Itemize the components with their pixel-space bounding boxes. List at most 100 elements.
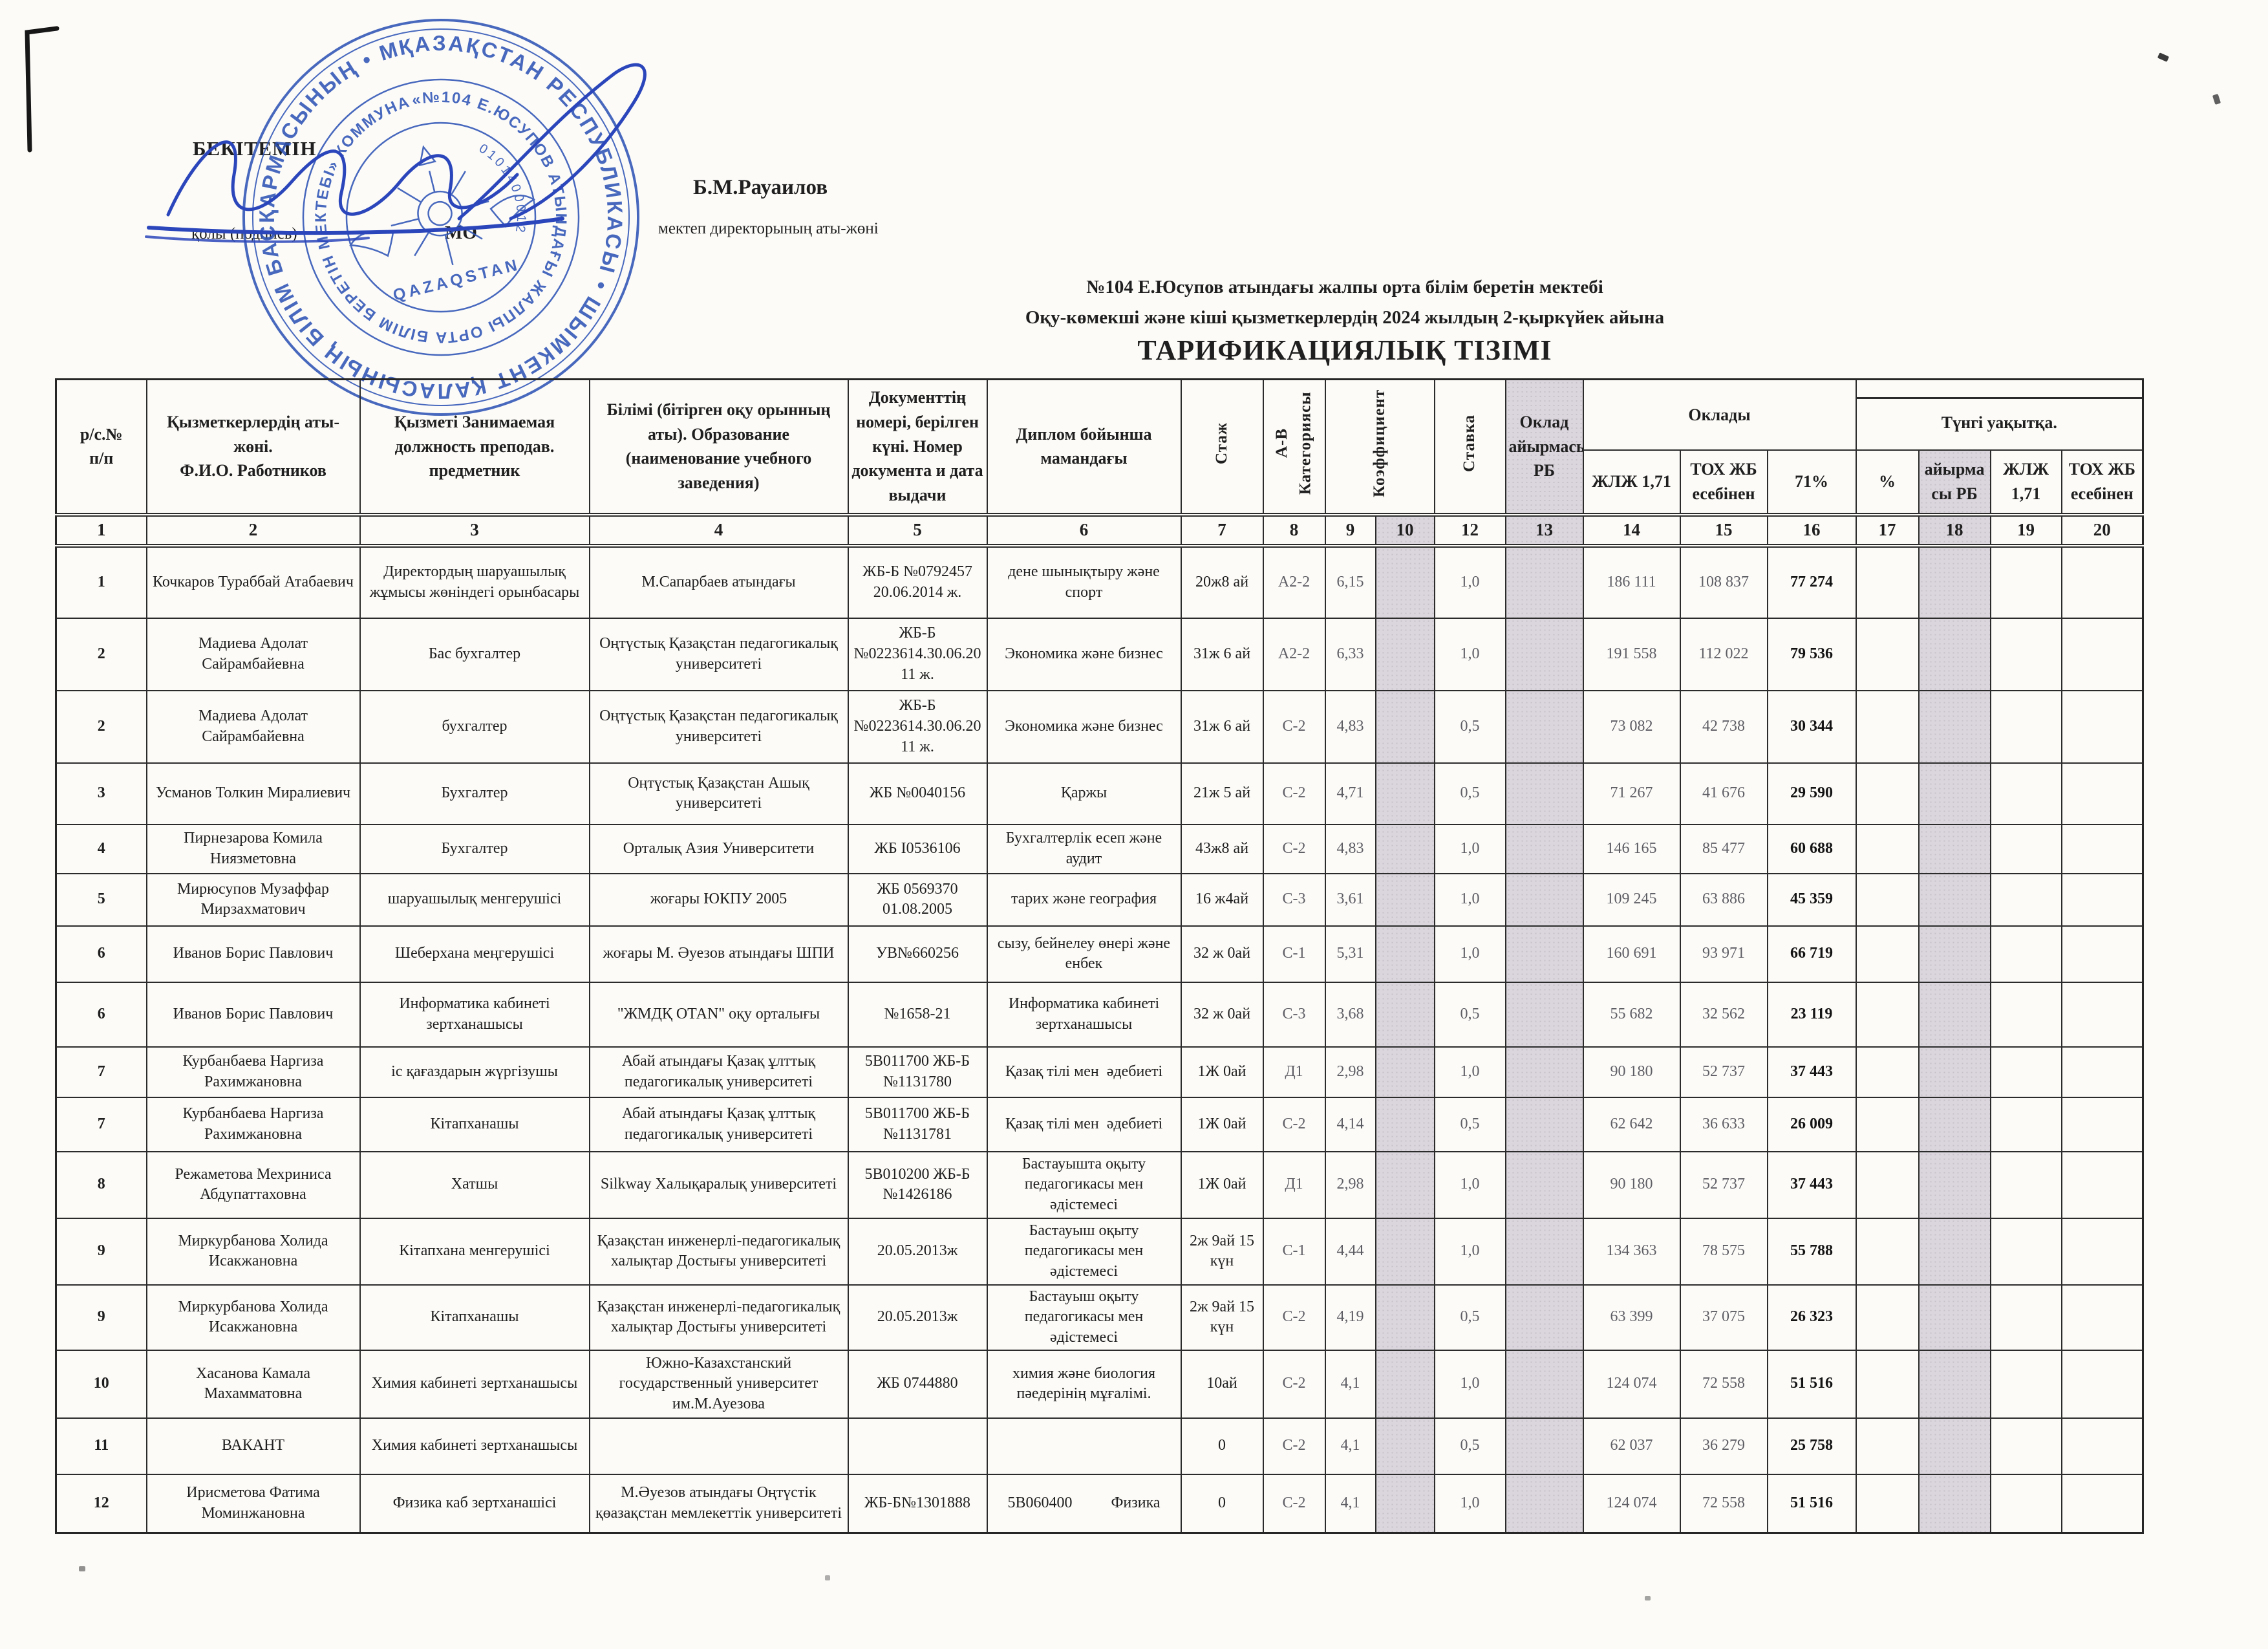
table-cell-position: Кітапханашы <box>359 1096 590 1152</box>
table-row: 11 ВАКАНТ Химия кабинеті зертханашысы 0 С-2 4… <box>55 1417 2144 1475</box>
table-cell-diploma: тарих және география <box>986 872 1182 927</box>
table-cell-n17 <box>1855 1046 1920 1098</box>
table-cell-n19 <box>1989 617 2062 691</box>
table-cell-s16: 66 719 <box>1766 925 1857 983</box>
table-cell-c10 <box>1375 544 1435 619</box>
column-number: 7 <box>1180 512 1264 548</box>
table-cell-n17 <box>1855 617 1920 691</box>
table-cell-education: Қазақстан инженерлі-педагогикалық халықт… <box>588 1284 849 1351</box>
header-experience: Стаж <box>1180 378 1264 515</box>
table-cell-coefficient: 4,83 <box>1324 823 1376 874</box>
table-cell-n20 <box>2060 981 2144 1048</box>
table-cell-n17 <box>1855 1217 1920 1286</box>
table-cell-c13 <box>1504 762 1584 825</box>
table-cell-name: Мадиева Адолат Сайрамбайевна <box>145 617 361 691</box>
table-cell-category: С-2 <box>1262 1473 1326 1534</box>
table-cell-rate: 1,0 <box>1433 617 1506 691</box>
table-cell-c10 <box>1375 1150 1435 1219</box>
table-cell-document: ЖБ 0569370 01.08.2005 <box>847 872 988 927</box>
table-cell-diploma: Экономика және бизнес <box>986 617 1182 691</box>
table-cell-n17 <box>1855 544 1920 619</box>
table-cell-category: С-3 <box>1262 981 1326 1048</box>
table-cell-education: жоғары ЮКПУ 2005 <box>588 872 849 927</box>
header-row-number: р/с.№ п/п <box>55 378 147 515</box>
table-cell-no: 7 <box>55 1096 147 1152</box>
table-cell-n20 <box>2060 823 2144 874</box>
table-cell-rate: 1,0 <box>1433 823 1506 874</box>
table-cell-experience: 20ж8 ай <box>1180 544 1264 619</box>
table-row: 6 Иванов Борис Павлович Шеберхана меңгеруш… <box>55 925 2144 983</box>
table-cell-c13 <box>1504 689 1584 764</box>
header-position: Қызметі Занимаемая должность преподав. п… <box>359 378 590 515</box>
table-cell-experience: 32 ж 0ай <box>1180 981 1264 1048</box>
table-cell-n18 <box>1918 544 1991 619</box>
table-row: 6 Иванов Борис Павлович Информатика кабине… <box>55 981 2144 1048</box>
table-cell-category: А2-2 <box>1262 544 1326 619</box>
table-cell-education: "ЖМДҚ ОТАN" оқу орталығы <box>588 981 849 1048</box>
table-cell-coefficient: 2,98 <box>1324 1150 1376 1219</box>
table-cell-coefficient: 6,15 <box>1324 544 1376 619</box>
table-cell-s14: 55 682 <box>1582 981 1681 1048</box>
director-caption: мектеп директорының аты-жөні <box>658 220 879 237</box>
table-cell-n20 <box>2060 1096 2144 1152</box>
table-cell-name: Мадиева Адолат Сайрамбайевна <box>145 689 361 764</box>
table-cell-s15: 36 633 <box>1679 1096 1768 1152</box>
column-number: 6 <box>986 512 1182 548</box>
table-cell-position: Информатика кабинеті зертханашысы <box>359 981 590 1048</box>
header-coefficient: Коэффициент <box>1324 378 1435 515</box>
table-cell-coefficient: 4,83 <box>1324 689 1376 764</box>
table-cell-document: 5В010200 ЖБ-Б №1426186 <box>847 1150 988 1219</box>
table-cell-position: шаруашылық менгерушісі <box>359 872 590 927</box>
table-cell-rate: 1,0 <box>1433 1217 1506 1286</box>
table-cell-n17 <box>1855 1150 1920 1219</box>
table-cell-c13 <box>1504 1417 1584 1475</box>
table-cell-no: 10 <box>55 1349 147 1419</box>
table-cell-s16: 45 359 <box>1766 872 1857 927</box>
table-cell-n20 <box>2060 1150 2144 1219</box>
tariff-table: р/с.№ п/п Қызметкерлердің аты-жөні. Ф.И.… <box>55 378 2145 1535</box>
table-cell-position: Химия кабинеті зертханашысы <box>359 1417 590 1475</box>
table-cell-s16: 51 516 <box>1766 1473 1857 1534</box>
table-cell-coefficient: 4,19 <box>1324 1284 1376 1351</box>
school-title: №104 Е.Юсупов атындағы жалпы орта білім … <box>1086 277 1603 297</box>
table-cell-document <box>847 1417 988 1475</box>
column-number: 17 <box>1855 512 1920 548</box>
table-row: 2 Мадиева Адолат Сайрамбайевна бухгалтер Оң… <box>55 689 2144 764</box>
table-cell-n19 <box>1989 1046 2062 1098</box>
column-number: 2 <box>145 512 361 548</box>
table-row: 12 Ирисметова Фатима Моминжановна Физика к… <box>55 1473 2144 1534</box>
table-cell-name: ВАКАНТ <box>145 1417 361 1475</box>
table-cell-c13 <box>1504 1349 1584 1419</box>
table-cell-rate: 0,5 <box>1433 689 1506 764</box>
table-cell-no: 9 <box>55 1284 147 1351</box>
table-cell-document: ЖБ І0536106 <box>847 823 988 874</box>
table-cell-category: Д1 <box>1262 1046 1326 1098</box>
table-cell-no: 3 <box>55 762 147 825</box>
table-cell-no: 8 <box>55 1150 147 1219</box>
column-number: 1 <box>55 512 147 548</box>
header-employee-name: Қызметкерлердің аты-жөні. Ф.И.О. Работни… <box>145 378 361 515</box>
table-cell-document: ЖБ-Б №0792457 20.06.2014 ж. <box>847 544 988 619</box>
table-cell-name: Курбанбаева Наргиза Рахимжановна <box>145 1046 361 1098</box>
table-cell-experience: 1Ж 0ай <box>1180 1096 1264 1152</box>
table-cell-n17 <box>1855 925 1920 983</box>
table-cell-c10 <box>1375 925 1435 983</box>
table-cell-experience: 2ж 9ай 15 күн <box>1180 1284 1264 1351</box>
table-cell-s16: 26 009 <box>1766 1096 1857 1152</box>
table-cell-coefficient: 2,98 <box>1324 1046 1376 1098</box>
table-cell-n19 <box>1989 1473 2062 1534</box>
header-salary-toh: ТОХ ЖБ есебінен <box>1679 449 1768 515</box>
table-cell-s15: 37 075 <box>1679 1284 1768 1351</box>
header-salary-jlj: ЖЛЖ 1,71 <box>1582 449 1681 515</box>
stamp-emblem <box>349 145 535 266</box>
table-cell-c13 <box>1504 544 1584 619</box>
header-document: Документтің номері, берілген күні. Номер… <box>847 378 988 515</box>
table-cell-no: 11 <box>55 1417 147 1475</box>
table-cell-category: С-3 <box>1262 872 1326 927</box>
table-cell-c13 <box>1504 1284 1584 1351</box>
table-cell-c10 <box>1375 1046 1435 1098</box>
table-cell-rate: 0,5 <box>1433 981 1506 1048</box>
table-cell-diploma: Информатика кабинеті зертханашысы <box>986 981 1182 1048</box>
table-cell-diploma: химия және биология пәедерінің мұғалімі. <box>986 1349 1182 1419</box>
scan-artifact-speck <box>79 1566 85 1571</box>
